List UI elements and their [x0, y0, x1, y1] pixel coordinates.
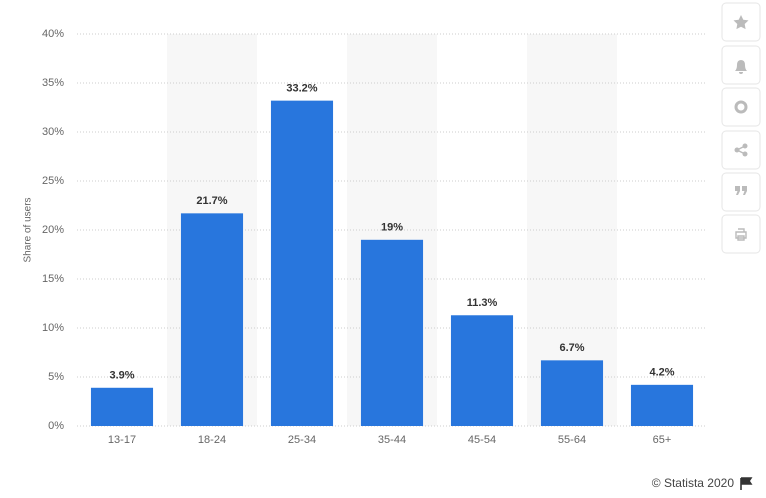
- y-tick-label: 10%: [42, 322, 64, 334]
- y-tick-label: 0%: [48, 420, 64, 432]
- bar: [450, 315, 514, 426]
- flag-icon: [740, 477, 753, 490]
- share-button[interactable]: [721, 130, 761, 170]
- bell-icon: [735, 60, 747, 74]
- bar: [180, 213, 244, 426]
- x-tick-label: 25-34: [288, 434, 316, 446]
- bar: [540, 360, 604, 426]
- y-tick-label: 15%: [42, 273, 64, 285]
- x-tick-label: 13-17: [108, 434, 136, 446]
- y-tick-label: 35%: [42, 77, 64, 89]
- value-label: 11.3%: [467, 297, 498, 309]
- x-tick-label: 18-24: [198, 434, 226, 446]
- x-tick-label: 65+: [653, 434, 672, 446]
- y-tick-label: 25%: [42, 175, 64, 187]
- x-tick-label: 35-44: [378, 434, 406, 446]
- print-icon: [735, 228, 747, 241]
- bar: [360, 239, 424, 426]
- x-tick-label: 55-64: [558, 434, 586, 446]
- gear-icon: [734, 100, 748, 114]
- share-dot: [734, 147, 740, 153]
- value-label: 3.9%: [109, 370, 134, 382]
- cite-button[interactable]: [721, 172, 761, 212]
- x-tick-label: 45-54: [468, 434, 496, 446]
- y-tick-label: 40%: [42, 28, 64, 40]
- share-dot: [742, 143, 748, 149]
- bar: [630, 384, 694, 426]
- value-label: 33.2%: [286, 83, 317, 95]
- y-tick-label: 20%: [42, 224, 64, 236]
- bar: [270, 100, 334, 426]
- y-tick-label: 30%: [42, 126, 64, 138]
- bar: [90, 387, 154, 426]
- y-tick-label: 5%: [48, 371, 64, 383]
- value-label: 19%: [381, 222, 403, 234]
- quote-icon: [735, 186, 747, 195]
- toolbar: [721, 2, 761, 254]
- value-label: 21.7%: [196, 195, 227, 207]
- star-icon: [733, 15, 749, 30]
- share-dot: [742, 151, 748, 157]
- print-button[interactable]: [721, 214, 761, 254]
- y-axis-label: Share of users: [23, 197, 34, 262]
- value-label: 6.7%: [559, 342, 584, 354]
- source: © Statista 2020: [652, 476, 735, 490]
- value-label: 4.2%: [649, 367, 674, 379]
- settings-button[interactable]: [721, 87, 761, 127]
